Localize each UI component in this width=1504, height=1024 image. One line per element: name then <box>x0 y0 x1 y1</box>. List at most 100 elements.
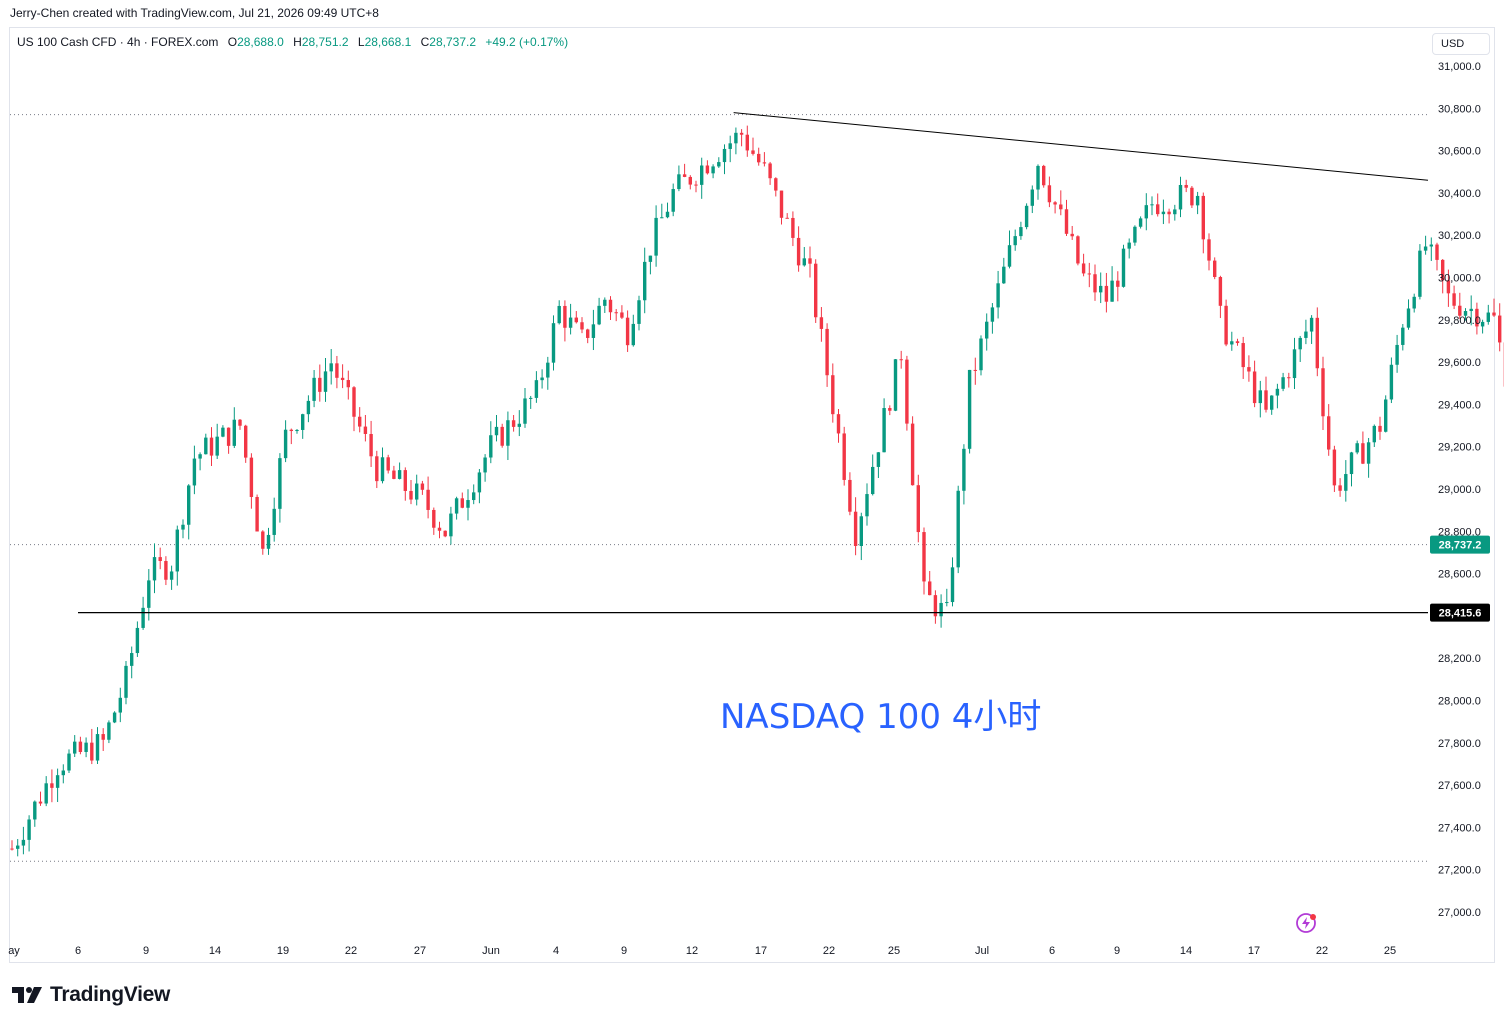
candle <box>278 453 282 523</box>
candle <box>586 328 590 344</box>
candle-body <box>1287 377 1291 379</box>
candle <box>939 594 943 628</box>
candle <box>888 405 892 416</box>
candle-body <box>101 734 105 740</box>
candle <box>517 410 521 437</box>
candle-body <box>1104 285 1109 302</box>
candle <box>1338 478 1342 497</box>
candle-body <box>745 134 749 151</box>
candle-body <box>1423 246 1428 251</box>
candle-body <box>1315 317 1319 369</box>
candle-body <box>717 162 721 167</box>
candle <box>1013 229 1017 251</box>
candle <box>1281 372 1285 392</box>
candle-body <box>660 217 664 219</box>
candle <box>255 494 259 532</box>
candle-body <box>1275 388 1280 396</box>
candle <box>1355 440 1359 455</box>
candle <box>312 370 316 408</box>
y-tick-label: 27,000.0 <box>1438 907 1481 919</box>
candle-body <box>432 509 436 528</box>
last-price-tag[interactable]: 28,737.2 <box>1430 535 1490 554</box>
candle-body <box>694 184 698 186</box>
candle <box>95 727 100 765</box>
candle <box>335 355 339 389</box>
candle <box>1361 431 1365 465</box>
candle <box>529 395 533 409</box>
candle-body <box>1361 443 1365 464</box>
candle-body <box>1053 202 1057 205</box>
candle <box>899 350 903 369</box>
candle <box>1076 235 1080 266</box>
candle-body <box>529 397 533 399</box>
candle-body <box>415 483 419 500</box>
candle <box>1389 357 1394 404</box>
candle <box>945 588 949 607</box>
candle <box>603 297 607 313</box>
x-tick-label: 25 <box>888 945 900 957</box>
candle <box>169 565 174 590</box>
flash-icon[interactable] <box>1296 913 1316 933</box>
candle <box>1190 185 1194 209</box>
candle <box>215 423 219 460</box>
candle <box>546 356 550 390</box>
symbol-label[interactable]: US 100 Cash CFD · 4h · FOREX.com <box>17 35 219 49</box>
candle <box>483 454 487 482</box>
candle <box>346 370 350 400</box>
candle <box>1435 242 1439 271</box>
candle-body <box>648 255 653 262</box>
candle-body <box>1093 274 1097 293</box>
candle-body <box>1087 273 1091 275</box>
candle <box>232 407 236 449</box>
candle <box>409 480 413 505</box>
support-level-tag[interactable]: 28,415.6 <box>1430 603 1490 622</box>
candle <box>1344 460 1348 502</box>
candle <box>1270 395 1274 415</box>
candle-body <box>1321 368 1325 417</box>
candle <box>757 147 761 166</box>
candle-body <box>586 329 590 338</box>
candle <box>1441 259 1445 294</box>
candle-body <box>67 753 71 771</box>
candle-body <box>517 423 521 427</box>
close-label: C <box>420 35 430 49</box>
x-tick-label: 17 <box>1248 945 1260 957</box>
candle-body <box>318 377 322 392</box>
candle <box>403 467 407 501</box>
candle <box>979 335 983 376</box>
candle-body <box>1235 341 1240 344</box>
candle-body <box>985 321 989 339</box>
candle <box>1309 315 1314 344</box>
candle-body <box>295 429 299 432</box>
candle <box>1218 275 1223 319</box>
candle <box>112 711 117 724</box>
candle <box>1480 319 1485 334</box>
candle-body <box>1156 204 1160 215</box>
tradingview-logo[interactable]: TradingView <box>12 982 170 1008</box>
candle <box>905 355 909 431</box>
candle-body <box>1355 443 1359 453</box>
candle-body <box>922 532 926 582</box>
candle <box>209 427 214 466</box>
y-tick-label: 28,200.0 <box>1438 653 1481 665</box>
currency-selector[interactable]: USD <box>1432 33 1490 55</box>
candle <box>397 462 402 480</box>
candle <box>608 296 613 320</box>
candle-body <box>1429 244 1433 247</box>
candle <box>130 646 134 679</box>
candle <box>1401 324 1405 351</box>
candle-body <box>631 323 635 346</box>
candle-body <box>802 258 806 266</box>
descending-trendline[interactable] <box>733 112 1429 181</box>
candle <box>323 357 328 402</box>
candle <box>1423 235 1428 255</box>
candle-body <box>1418 250 1422 297</box>
candle <box>717 157 721 168</box>
candle <box>158 547 162 570</box>
candle <box>1406 299 1411 330</box>
candle <box>1019 221 1023 240</box>
candle <box>950 557 955 607</box>
candle <box>363 414 368 442</box>
candle <box>1002 257 1006 284</box>
